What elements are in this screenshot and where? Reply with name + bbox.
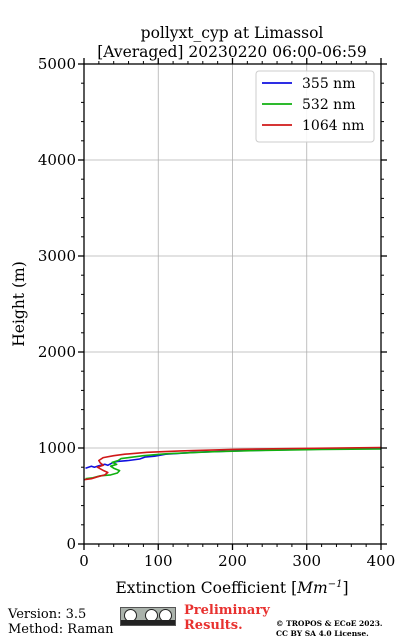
copyright-notice: © TROPOS & ECoE 2023. CC BY SA 4.0 Licen…: [276, 619, 383, 639]
y-axis-label: Height (m): [10, 261, 28, 347]
x-tick-label: 400: [367, 552, 396, 570]
legend-label: 532 nm: [302, 97, 355, 113]
version-text: Version: 3.5: [8, 607, 87, 622]
copyright-line-2: CC BY SA 4.0 License.: [276, 629, 369, 638]
x-tick-label: 300: [292, 552, 321, 570]
legend-label: 355 nm: [302, 76, 355, 92]
legend-label: 1064 nm: [302, 118, 364, 134]
cc-license-badge-icon: [120, 607, 176, 626]
series-line-532-nm: [85, 448, 382, 480]
y-tick-label: 3000: [38, 247, 76, 265]
chart-subtitle: [Averaged] 20230220 06:00-06:59: [97, 43, 367, 61]
series-lines: [83, 446, 382, 481]
x-tick-label: 100: [144, 552, 173, 570]
y-tick-label: 2000: [38, 343, 76, 361]
chart-title: pollyxt_cyp at Limassol: [141, 24, 324, 42]
y-tick-label: 5000: [38, 55, 76, 73]
y-tick-label: 4000: [38, 151, 76, 169]
series-line-1064-nm: [83, 446, 382, 481]
x-axis-label: Extinction Coefficient [Mm−1]: [115, 579, 348, 597]
preliminary-line-2: Results.: [184, 618, 243, 633]
legend: 355 nm 532 nm 1064 nm: [255, 70, 375, 143]
x-tick-label: 200: [218, 552, 247, 570]
method-text: Method: Raman: [8, 622, 114, 637]
x-tick-label: 0: [79, 552, 89, 570]
preliminary-line-1: Preliminary: [184, 603, 270, 618]
y-tick-label: 1000: [38, 439, 76, 457]
preliminary-notice: Preliminary Results.: [184, 603, 270, 633]
axis-ticks: [78, 58, 387, 550]
copyright-line-1: © TROPOS & ECoE 2023.: [276, 619, 383, 628]
y-tick-label: 0: [66, 535, 76, 553]
